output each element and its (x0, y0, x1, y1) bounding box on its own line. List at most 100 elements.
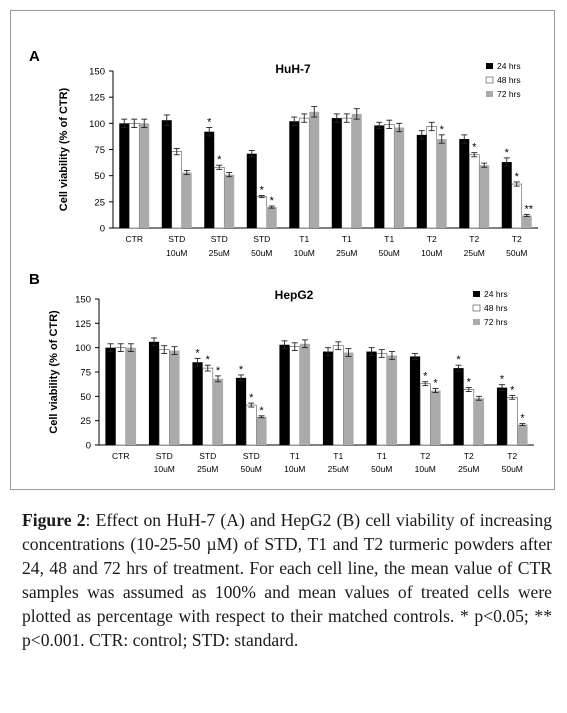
category-sublabel: 25uM (328, 464, 349, 474)
bar-48h (419, 383, 431, 446)
bar-48h (511, 183, 523, 229)
significance-mark: * (472, 142, 477, 154)
y-tick-label: 75 (94, 145, 105, 156)
category-sublabel: 25uM (209, 248, 230, 258)
significance-mark: ** (524, 203, 533, 215)
significance-mark: * (260, 185, 265, 197)
category-label: T2 (512, 234, 522, 244)
bar-72h (224, 174, 235, 228)
category-sublabel: 10uM (421, 248, 442, 258)
significance-mark: * (505, 147, 510, 159)
category-label: T2 (420, 451, 430, 461)
significance-mark: * (206, 354, 211, 366)
category-label: T1 (377, 451, 387, 461)
bar-48h (171, 151, 183, 229)
category-sublabel: 10uM (154, 464, 175, 474)
legend-label: 48 hrs (497, 75, 521, 85)
bar-72h (351, 113, 362, 228)
y-tick-label: 125 (89, 93, 105, 104)
legend-swatch (486, 91, 493, 97)
bar-48h (256, 196, 268, 229)
significance-mark: * (249, 392, 254, 404)
bar-48h (213, 166, 225, 229)
category-sublabel: 50uM (241, 464, 262, 474)
chart-title: HuH-7 (275, 62, 311, 76)
y-tick-label: 150 (89, 67, 105, 78)
significance-mark: * (270, 195, 275, 207)
significance-mark: * (467, 377, 472, 389)
bar-48h (463, 389, 475, 446)
bar-48h (202, 367, 214, 446)
category-sublabel: 25uM (458, 464, 479, 474)
significance-mark: * (510, 384, 515, 396)
bar-24h (409, 356, 421, 445)
legend-swatch (473, 291, 480, 297)
bar-24h (192, 362, 203, 445)
significance-mark: * (217, 154, 222, 166)
bar-72h (181, 172, 192, 228)
bar-48h (506, 397, 518, 446)
bar-48h (383, 124, 395, 229)
category-sublabel: 50uM (251, 248, 272, 258)
legend-label: 48 hrs (484, 303, 508, 313)
bar-24h (235, 377, 247, 445)
bar-24h (322, 351, 334, 445)
category-sublabel: 10uM (415, 464, 436, 474)
bar-24h (161, 120, 172, 228)
category-label: STD (156, 451, 173, 461)
bar-48h (245, 404, 257, 446)
bar-72h (266, 207, 277, 228)
bar-72h (169, 350, 180, 445)
bar-72h (473, 398, 485, 445)
category-label: T2 (507, 451, 517, 461)
bar-48h (376, 353, 388, 446)
bar-24h (366, 351, 377, 445)
category-label: T2 (464, 451, 474, 461)
legend-label: 72 hrs (497, 89, 521, 99)
significance-mark: * (520, 413, 525, 425)
legend-label: 24 hrs (484, 289, 508, 299)
category-label: STD (199, 451, 216, 461)
significance-mark: * (195, 347, 200, 359)
significance-mark: * (259, 405, 264, 417)
bar-24h (279, 344, 290, 445)
bar-24h (331, 118, 342, 228)
significance-mark: * (456, 354, 461, 366)
bar-72h (430, 390, 441, 445)
bar-24h (374, 125, 385, 228)
legend-swatch (473, 319, 480, 325)
bar-48h (298, 117, 310, 229)
bar-72h (309, 111, 320, 228)
bar-24h (459, 139, 470, 228)
figure-charts: A HuH-7 Cell viability (% of CTR) 0 25 50 75 10… (29, 48, 538, 474)
category-sublabel: 25uM (464, 248, 485, 258)
bar-24h (148, 341, 160, 445)
category-sublabel: 25uM (197, 464, 218, 474)
bar-72h (299, 343, 311, 445)
bar-48h (128, 123, 140, 229)
bar-24h (105, 347, 116, 445)
bar-48h (115, 347, 127, 446)
legend-label: 72 hrs (484, 317, 508, 327)
y-tick-label: 100 (75, 343, 91, 354)
bar-72h (436, 139, 447, 228)
bar-24h (119, 123, 130, 228)
bar-24h (416, 134, 427, 228)
y-tick-label: 75 (80, 368, 91, 379)
figure-frame: A HuH-7 Cell viability (% of CTR) 0 25 50 75 10… (10, 10, 555, 490)
y-tick-label: 50 (80, 392, 91, 403)
figure-caption: Figure 2: Effect on HuH-7 (A) and HepG2 … (22, 508, 552, 652)
category-sublabel: 50uM (506, 248, 527, 258)
bar-24h (204, 131, 215, 228)
bar-72h (394, 127, 405, 228)
category-label: CTR (112, 451, 129, 461)
caption-text: : Effect on HuH-7 (A) and HepG2 (B) cell… (22, 510, 552, 650)
y-tick-label: 0 (100, 224, 105, 235)
legend-swatch (485, 76, 494, 84)
bar-48h (341, 117, 353, 229)
y-axis-label: Cell viability (% of CTR) (58, 87, 70, 211)
bar-72h (212, 378, 224, 445)
category-label: T1 (299, 234, 309, 244)
bar-72h (517, 424, 528, 445)
category-sublabel: 25uM (336, 248, 357, 258)
